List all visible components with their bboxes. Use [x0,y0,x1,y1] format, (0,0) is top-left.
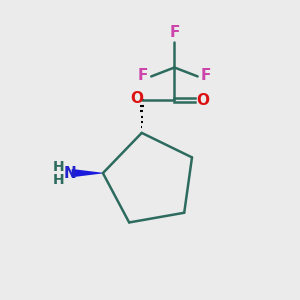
Text: H: H [53,172,65,187]
Polygon shape [72,169,103,177]
Text: F: F [201,68,211,83]
Text: O: O [196,93,209,108]
Text: F: F [138,68,148,83]
Text: N: N [64,166,76,181]
Text: F: F [169,25,180,40]
Text: H: H [53,160,65,174]
Text: O: O [130,91,143,106]
